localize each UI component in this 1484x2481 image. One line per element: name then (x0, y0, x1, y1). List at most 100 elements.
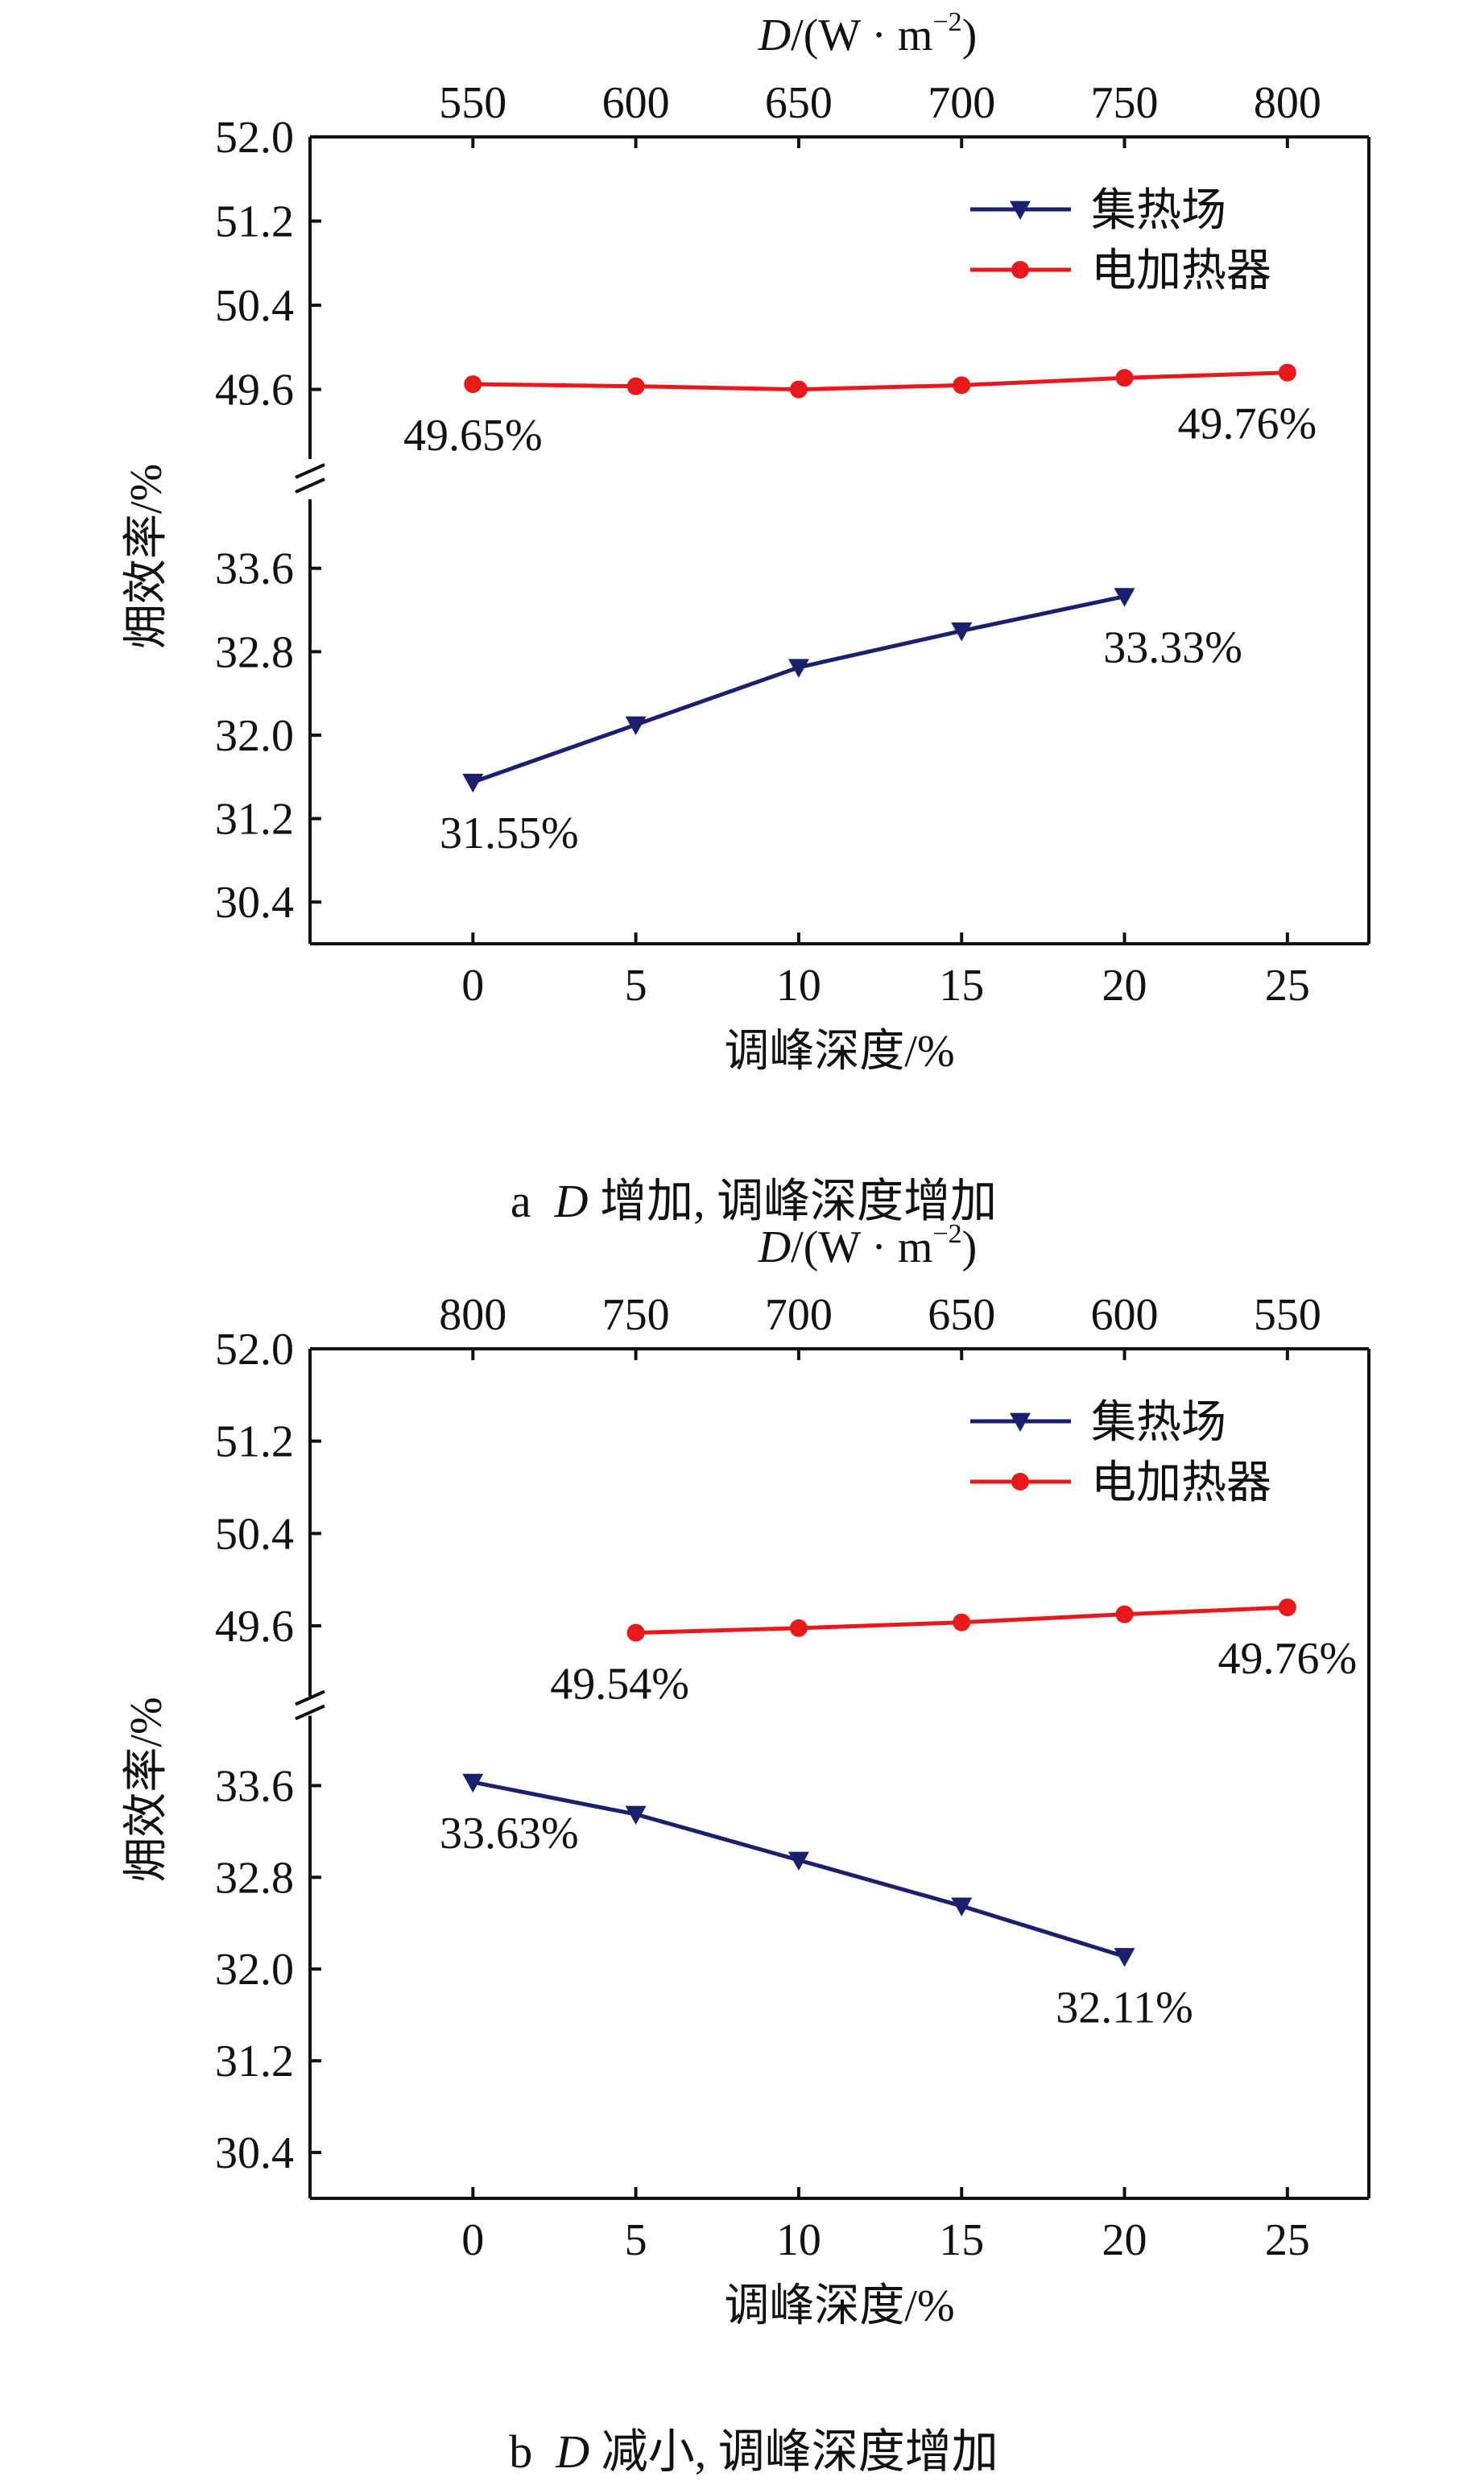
y-tick-label: 31.2 (215, 795, 294, 845)
data-point (625, 716, 647, 735)
caption-a-text: 增加, 调峰深度增加 (600, 1175, 998, 1227)
data-label: 49.76% (1178, 399, 1317, 449)
x-axis-label: 调峰深度/% (724, 1027, 954, 1077)
y-tick-label: 33.6 (215, 544, 294, 594)
data-label: 49.76% (1218, 1634, 1358, 1684)
y-tick-label: 52.0 (215, 113, 294, 163)
caption-b-var: D (556, 2425, 590, 2478)
top-tick-label: 750 (602, 1290, 670, 1340)
data-point (1114, 1948, 1135, 1967)
top-tick-label: 700 (765, 1290, 833, 1340)
data-point (462, 773, 484, 793)
data-point (1115, 369, 1134, 387)
top-tick-label: 700 (928, 78, 995, 128)
top-tick-label: 550 (1254, 1290, 1321, 1340)
data-label: 32.11% (1056, 1983, 1193, 2033)
top-tick-label: 600 (602, 78, 670, 128)
top-axis-sup: −2 (932, 1219, 961, 1249)
data-point (787, 1851, 809, 1871)
x-tick-label: 0 (461, 2215, 484, 2265)
data-point (1278, 363, 1296, 382)
caption-a-var: D (554, 1175, 589, 1227)
data-point (787, 659, 809, 678)
y-tick-label: 52.0 (215, 1325, 294, 1375)
data-point (789, 1619, 808, 1637)
data-point (1278, 1598, 1296, 1617)
data-point (951, 1897, 973, 1917)
axis-break-mark (295, 478, 325, 494)
caption-a-letter: a (510, 1175, 531, 1227)
y-tick-label: 51.2 (215, 1417, 294, 1467)
x-tick-label: 20 (1102, 961, 1147, 1011)
x-axis-label: 调峰深度/% (724, 2281, 954, 2331)
top-axis-sup: −2 (932, 7, 961, 37)
legend-label: 集热场 (1091, 186, 1226, 236)
top-tick-label: 550 (439, 78, 506, 128)
data-label: 33.63% (440, 1809, 579, 1859)
data-label: 31.55% (440, 808, 579, 858)
data-label: 49.65% (403, 411, 543, 461)
legend-label: 电加热器 (1091, 246, 1271, 296)
top-tick-label: 800 (439, 1290, 506, 1340)
x-tick-label: 10 (776, 2215, 821, 2265)
y-tick-label: 51.2 (215, 197, 294, 247)
legend-marker (1011, 261, 1029, 279)
x-tick-label: 0 (461, 961, 484, 1011)
series-line-collector-field (472, 594, 1126, 784)
legend-marker (1010, 201, 1031, 220)
top-tick-label: 800 (1254, 78, 1321, 128)
y-tick-label: 50.4 (215, 1509, 294, 1559)
data-point (953, 1613, 971, 1631)
data-label: 49.54% (550, 1660, 689, 1710)
top-tick-label: 650 (928, 1290, 995, 1340)
x-tick-label: 15 (939, 2215, 984, 2265)
chart-b: 0 5 10 15 20 25 800 750 700 650 600 550 D/(W · m−2) 5… (122, 1219, 1370, 2331)
y-tick-label: 32.0 (215, 711, 294, 761)
top-axis-unit: /(W · m (791, 1222, 932, 1272)
x-tick-label: 25 (1265, 961, 1310, 1011)
legend-marker (1011, 1473, 1029, 1491)
caption-a: a D 增加, 调峰深度增加 (0, 1109, 1484, 1230)
series-line-electric-heater (473, 370, 1288, 392)
legend-marker (1010, 1412, 1031, 1432)
caption-b-letter: b (509, 2425, 533, 2478)
data-label: 33.33% (1103, 623, 1242, 673)
x-tick-label: 20 (1102, 2215, 1147, 2265)
data-point (789, 380, 808, 399)
axis-break-mark (295, 463, 325, 479)
chart-a: 0 5 10 15 20 25 550 600 650 700 750 800 D/(W · m−2) 5… (122, 7, 1370, 1077)
y-tick-label: 50.4 (215, 281, 294, 331)
data-point (464, 375, 482, 394)
top-axis-var: D (758, 10, 791, 60)
top-axis-unit: /(W · m (791, 10, 932, 60)
y-tick-label: 32.0 (215, 1945, 294, 1995)
y-tick-label: 49.6 (215, 366, 294, 416)
y-tick-label: 32.8 (215, 1853, 294, 1903)
data-point (953, 376, 971, 395)
y-tick-label: 31.2 (215, 2036, 294, 2086)
x-tick-label: 5 (625, 2215, 647, 2265)
legend-label: 电加热器 (1091, 1458, 1271, 1508)
data-point (951, 622, 973, 642)
x-tick-label: 10 (776, 961, 821, 1011)
y-axis-label: 㶲效率/% (122, 464, 172, 649)
data-point (626, 1623, 645, 1642)
y-tick-label: 49.6 (215, 1602, 294, 1652)
y-tick-label: 32.8 (215, 627, 294, 677)
top-axis-label: D/(W · m−2) (758, 1219, 978, 1272)
y-tick-label: 30.4 (215, 2128, 294, 2178)
y-axis-label: 㶲效率/% (122, 1697, 172, 1882)
x-tick-label: 5 (625, 961, 647, 1011)
top-tick-label: 650 (765, 78, 833, 128)
data-point (1115, 1605, 1134, 1623)
legend-label: 集热场 (1091, 1398, 1226, 1448)
data-point (626, 377, 645, 395)
top-axis-label: D/(W · m−2) (758, 7, 978, 60)
top-axis-close: ) (962, 1222, 978, 1272)
top-tick-label: 600 (1091, 1290, 1159, 1340)
axis-break-mark (295, 1689, 325, 1706)
data-point (625, 1805, 647, 1826)
x-tick-label: 25 (1265, 2215, 1310, 2265)
y-tick-label: 33.6 (215, 1761, 294, 1811)
